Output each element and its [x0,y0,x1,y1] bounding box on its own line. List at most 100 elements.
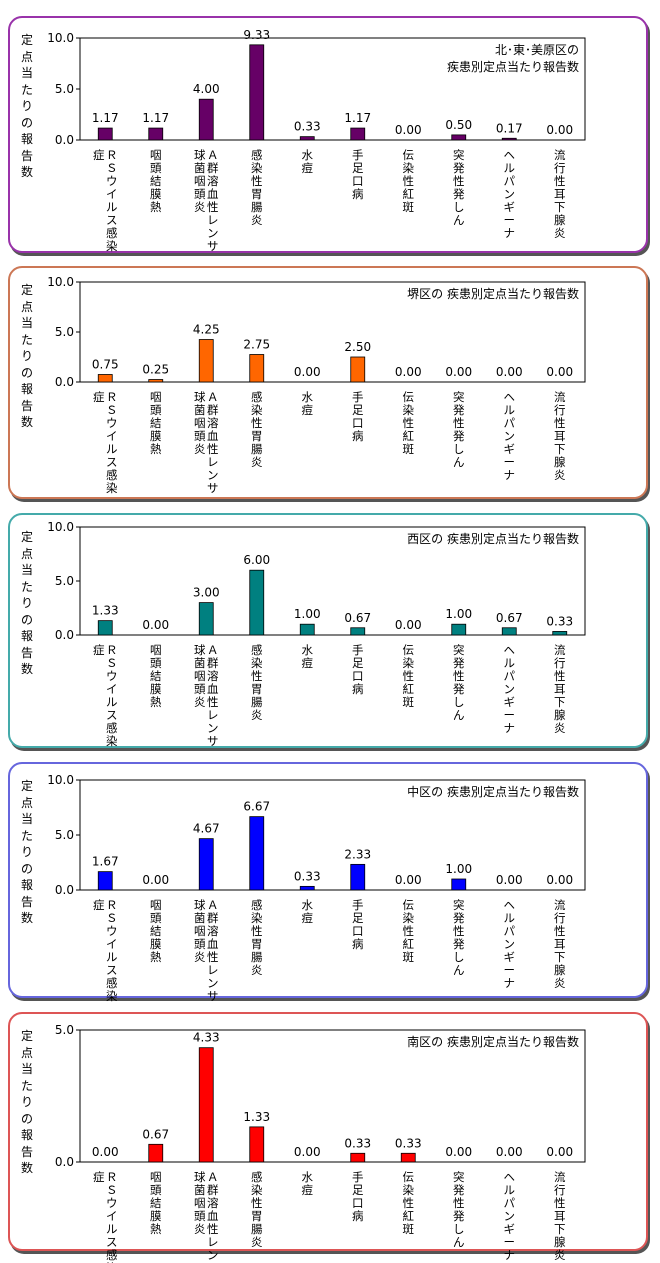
category-label: 水痘 [302,898,314,925]
y-axis-label: 定点当たりの報告数 [20,779,33,925]
category-label: ヘルパンギーナ [504,390,516,482]
chart-title: 西区の 疾患別定点当たり報告数 [407,531,579,546]
data-label: 0.50 [445,118,472,132]
category-label: 咽頭結膜熱 [150,643,162,709]
data-label: 0.33 [546,614,573,628]
data-label: 0.33 [395,1136,422,1150]
bar [299,136,315,141]
bar [198,339,214,383]
data-label: 0.00 [395,873,422,887]
category-label: 手足口病 [352,643,364,696]
category-label: 流行性耳下腺炎 [554,148,566,240]
chart-panel-sakai: 定点当たりの報告数 0.0 5.0 10.0 堺区の 疾患別定点当たり報告数 0.75 Ｒ… [8,266,648,499]
data-label: 0.00 [546,123,573,137]
y-tick-label: 5.0 [55,828,74,842]
y-tick-label: 0.0 [55,375,74,389]
category-label: 咽頭結膜熱 [150,1170,162,1236]
data-label: 0.00 [546,1145,573,1159]
data-label: 0.00 [496,873,523,887]
category-label: Ａ群溶血性レンサ [207,148,219,253]
y-tick-label: 0.0 [55,1155,74,1169]
bar [350,356,366,383]
bar [299,623,315,636]
data-label: 0.00 [294,1145,321,1159]
category-label: 流行性耳下腺炎 [554,1170,566,1262]
data-label: 1.17 [92,111,119,125]
bar [198,98,214,141]
data-label: 0.00 [395,123,422,137]
category-label: Ａ群溶血性レンサ [207,1170,219,1263]
category-label: 手足口病 [352,390,364,443]
category-label: 手足口病 [352,898,364,951]
chart-panel-naka: 定点当たりの報告数 0.0 5.0 10.0 中区の 疾患別定点当たり報告数 1.67 Ｒ… [8,762,648,1003]
category-label: 感染性胃腸炎 [251,1170,263,1249]
y-tick-label: 0.0 [55,133,74,147]
category-label: Ａ群溶血性レンサ [207,898,219,1003]
y-tick-label: 5.0 [55,1023,74,1037]
category-label: 球菌咽頭炎 [194,643,206,709]
data-label: 0.33 [344,1136,371,1150]
data-label: 0.00 [395,365,422,379]
bar [451,623,467,636]
data-label: 1.17 [142,111,169,125]
bar [97,620,113,636]
y-tick-label: 10.0 [47,275,74,289]
bar [350,863,366,891]
category-label: Ａ群溶血性レンサ [207,643,219,748]
plot-area [79,1029,586,1163]
bar [198,1047,214,1163]
category-label: 球菌咽頭炎 [194,390,206,456]
data-label: 0.75 [92,358,119,372]
category-label: ヘルパンギーナ [504,148,516,240]
data-label: 0.00 [496,1145,523,1159]
category-label: 流行性耳下腺炎 [554,643,566,735]
bar [501,627,517,636]
data-label: 0.00 [395,618,422,632]
data-label: 0.00 [92,1145,119,1159]
bar [249,569,265,636]
bar [451,878,467,891]
data-label: 1.00 [445,607,472,621]
category-label: 咽頭結膜熱 [150,390,162,456]
category-label: 症 [93,1170,105,1184]
category-label: 手足口病 [352,1170,364,1223]
category-label: ＲＳウイルス感染 [106,643,118,748]
category-label: ＲＳウイルス感染 [106,1170,118,1263]
data-label: 0.00 [142,873,169,887]
data-label: 0.00 [496,365,523,379]
category-label: 伝染性紅斑 [403,148,415,214]
data-label: 4.33 [193,1031,220,1045]
data-label: 0.00 [142,618,169,632]
data-label: 4.67 [193,822,220,836]
category-label: 手足口病 [352,148,364,201]
category-label: 伝染性紅斑 [403,643,415,709]
data-label: 0.00 [546,873,573,887]
data-label: 2.33 [344,847,371,861]
data-label: 0.33 [294,120,321,134]
category-label: 伝染性紅斑 [403,390,415,456]
category-label: 突発性発しん [453,1170,465,1249]
bar [350,1152,366,1163]
bar [552,631,568,636]
category-label: 症 [93,148,105,162]
category-label: 水痘 [302,1170,314,1197]
y-tick-label: 10.0 [47,520,74,534]
data-label: 9.33 [243,28,270,42]
category-label: ＲＳウイルス感染 [106,148,118,253]
category-label: 球菌咽頭炎 [194,148,206,214]
data-label: 0.00 [445,1145,472,1159]
bar [249,816,265,891]
category-label: 流行性耳下腺炎 [554,390,566,482]
y-tick-label: 10.0 [47,773,74,787]
chart-panel-nishi: 定点当たりの報告数 0.0 5.0 10.0 西区の 疾患別定点当たり報告数 1.33 Ｒ… [8,513,648,748]
category-label: 伝染性紅斑 [403,898,415,964]
bar [249,44,265,141]
bar [148,379,164,383]
chart-panel-minami: 定点当たりの報告数 0.0 5.0 南区の 疾患別定点当たり報告数 0.00 ＲＳウイル… [8,1012,648,1263]
data-label: 1.00 [445,862,472,876]
category-label: 突発性発しん [453,148,465,227]
bar [148,127,164,141]
chart-panel-kita-higashi-mihara: 定点当たりの報告数 0.0 5.0 10.0 北･東･美原区の 疾患別定点当たり報告数 1… [8,16,648,253]
